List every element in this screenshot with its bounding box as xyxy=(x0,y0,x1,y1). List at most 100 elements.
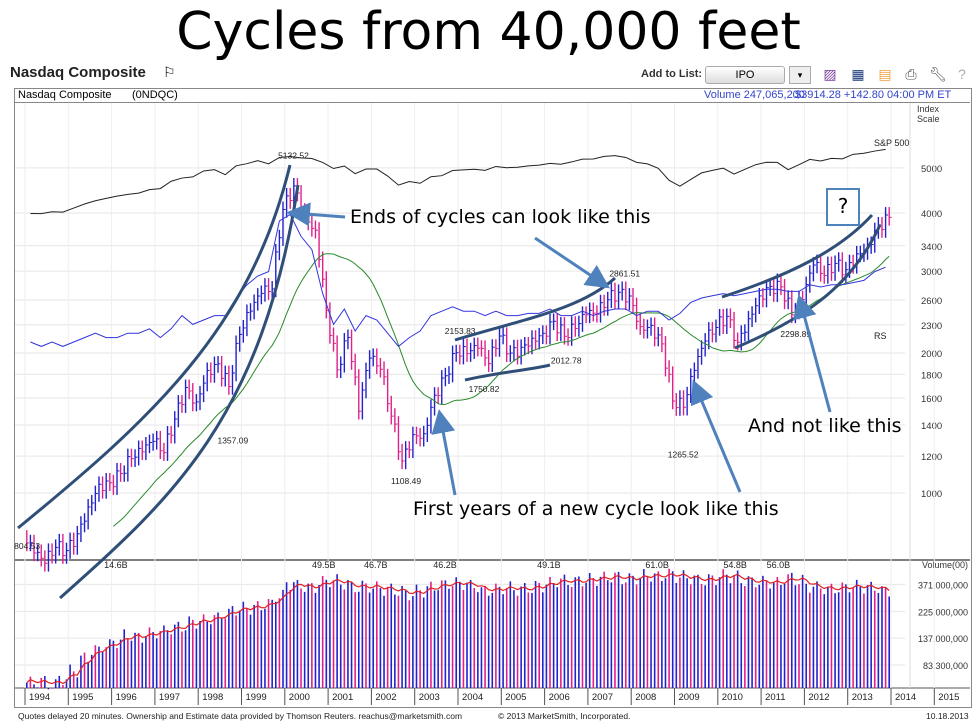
chart-icon[interactable]: ▨ xyxy=(823,66,837,82)
slide-title: Cycles from 40,000 feet xyxy=(176,2,801,62)
volume-peak-label: 46.2B xyxy=(433,560,457,570)
year-label: 2006 xyxy=(549,692,570,703)
price-tick-label: 1400 xyxy=(921,421,942,432)
year-label: 1995 xyxy=(72,692,93,703)
price-tick-label: 3400 xyxy=(921,242,942,253)
info-name: Nasdaq Composite xyxy=(18,89,112,101)
price-label: 2153.83 xyxy=(445,326,476,336)
footer-disclaimer: Quotes delayed 20 minutes. Ownership and… xyxy=(18,711,463,721)
year-label: 2010 xyxy=(722,692,743,703)
annotation-not: And not like this xyxy=(748,415,902,437)
volume-peak-label: 14.6B xyxy=(104,560,128,570)
price-tick-label: 3000 xyxy=(921,267,942,278)
cycle-curve-upper-3 xyxy=(721,213,874,299)
year-label: 2009 xyxy=(679,692,700,703)
footer-copyright: © 2013 MarketSmith, Incorporated. xyxy=(498,711,631,721)
year-label: 1998 xyxy=(202,692,223,703)
footer-date: 10.18.2013 xyxy=(926,711,969,721)
cycle-curve-upper-1 xyxy=(17,164,292,530)
volume-peak-label: 61.0B xyxy=(645,560,669,570)
year-label: 2005 xyxy=(505,692,526,703)
annotation-arrow xyxy=(286,202,346,227)
price-label: 1750.82 xyxy=(469,384,500,394)
price-label: 2861.51 xyxy=(609,269,640,279)
wrench-icon[interactable]: 🔧︎ xyxy=(929,66,947,82)
year-label: 1997 xyxy=(159,692,180,703)
price-tick-label: 2600 xyxy=(921,296,942,307)
year-label: 2007 xyxy=(592,692,613,703)
year-label: 2014 xyxy=(895,692,916,703)
volume-ma-line xyxy=(26,573,890,685)
moving-average-line xyxy=(113,253,890,527)
help-icon[interactable]: ? xyxy=(958,66,966,82)
price-label: 1357.09 xyxy=(217,435,248,445)
year-label: 2002 xyxy=(375,692,396,703)
chevron-down-icon[interactable]: ▾ xyxy=(789,66,811,84)
list-select[interactable]: IPO xyxy=(705,66,785,84)
print-icon[interactable]: ⎙ xyxy=(905,66,917,82)
price-tick-label: 1000 xyxy=(921,489,942,500)
volume-tick-label: 83,300,000 xyxy=(923,661,968,671)
annotation-arrow xyxy=(534,236,610,289)
cycle-curve-lower-3 xyxy=(734,224,882,350)
year-label: 2011 xyxy=(765,692,785,703)
price-label: 1108.49 xyxy=(391,476,421,486)
year-label: 2013 xyxy=(852,692,873,703)
cycle-curve-lower-2 xyxy=(464,363,551,382)
info-volume: Volume 247,065,200 xyxy=(704,89,805,101)
scale-label-1: Index xyxy=(917,104,940,114)
volume-tick-label: 371,000,000 xyxy=(918,580,968,590)
volume-peak-label: 54.8B xyxy=(723,560,747,570)
price-label: 2298.89 xyxy=(780,329,811,339)
year-label: 2000 xyxy=(289,692,310,703)
annotation-ends: Ends of cycles can look like this xyxy=(350,206,651,228)
flag-icon[interactable]: ⚐ xyxy=(163,64,176,80)
volume-peak-label: 49.1B xyxy=(537,560,561,570)
annotation-arrow xyxy=(793,294,832,413)
annotation-arrow xyxy=(431,409,457,496)
cycle-curve-lower-1 xyxy=(59,184,300,600)
volume-tick-label: 137,000,000 xyxy=(918,634,968,644)
grid-icon[interactable]: ▦ xyxy=(851,66,865,82)
scale-label-2: Scale xyxy=(917,114,940,124)
price-tick-label: 1600 xyxy=(921,394,942,405)
year-label: 2012 xyxy=(808,692,829,703)
volume-tick-label: 225,000,000 xyxy=(918,607,968,617)
price-label: 2012.78 xyxy=(551,356,582,366)
year-label: 1994 xyxy=(29,692,50,703)
annotation-first: First years of a new cycle look like thi… xyxy=(413,498,779,520)
year-label: 2015 xyxy=(938,692,959,703)
price-label: 5132.52 xyxy=(278,151,309,161)
volume-peak-label: 46.7B xyxy=(364,560,388,570)
year-label: 1999 xyxy=(246,692,267,703)
rs-label: RS xyxy=(874,331,887,341)
info-symbol: (0NDQC) xyxy=(132,89,178,101)
cycle-curve-upper-2 xyxy=(454,276,617,342)
info-quote: $3914.28 +142.80 04:00 PM ET xyxy=(795,89,952,101)
sp500-label: S&P 500 xyxy=(874,138,909,148)
price-tick-label: 2300 xyxy=(921,321,942,332)
volume-label: Volume(00) xyxy=(922,560,968,570)
year-label: 2003 xyxy=(419,692,440,703)
price-tick-label: 2000 xyxy=(921,349,942,360)
price-label: 804.53 xyxy=(14,541,40,551)
info-bar: Nasdaq Composite (0NDQC) Volume 247,065,… xyxy=(14,88,970,103)
year-label: 2001 xyxy=(332,692,353,703)
graph-icon[interactable]: ▤ xyxy=(878,66,892,82)
annotation-arrow xyxy=(690,379,742,493)
annotation-question: ? xyxy=(826,188,860,226)
price-tick-label: 4000 xyxy=(921,209,942,220)
rs-line xyxy=(30,213,886,348)
year-label: 2008 xyxy=(635,692,656,703)
price-tick-label: 1200 xyxy=(921,452,942,463)
volume-peak-label: 49.5B xyxy=(312,560,336,570)
year-label: 2004 xyxy=(462,692,483,703)
price-tick-label: 5000 xyxy=(921,164,942,175)
footer: Quotes delayed 20 minutes. Ownership and… xyxy=(18,711,973,721)
sp500-line xyxy=(30,148,886,215)
volume-peak-label: 56.0B xyxy=(767,560,791,570)
price-tick-label: 1800 xyxy=(921,370,942,381)
price-label: 1265.52 xyxy=(668,449,699,459)
security-name: Nasdaq Composite xyxy=(10,64,146,81)
